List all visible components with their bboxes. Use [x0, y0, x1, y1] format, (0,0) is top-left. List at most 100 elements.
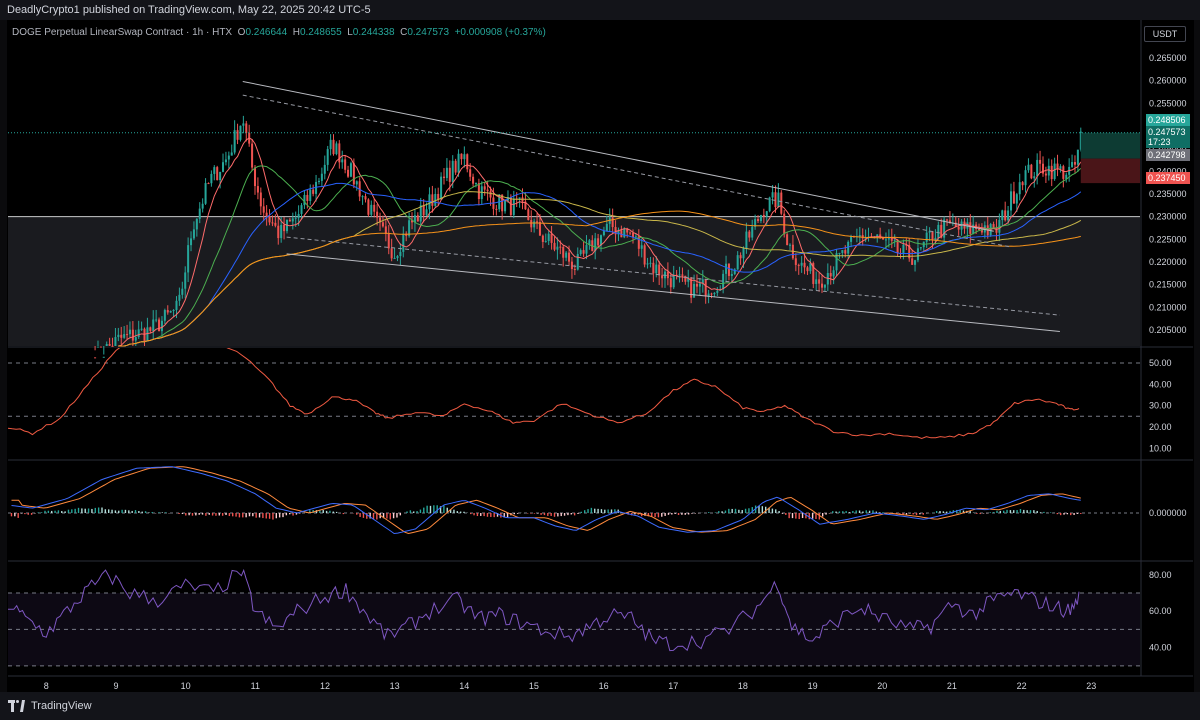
candle — [832, 270, 835, 277]
candle — [605, 223, 608, 232]
candle — [710, 293, 713, 295]
price-tag-upper: 0.248506 — [1146, 114, 1190, 126]
candle — [431, 194, 434, 206]
last-price: 0.247573 — [1148, 127, 1186, 137]
candle — [1079, 131, 1082, 150]
candle — [448, 167, 451, 182]
candle — [914, 260, 917, 265]
candle — [1012, 191, 1015, 204]
candle — [332, 139, 335, 155]
time-axis-tick: 9 — [113, 681, 118, 691]
candle — [835, 253, 838, 271]
candle — [879, 234, 882, 237]
candle — [326, 149, 329, 165]
candle — [655, 264, 658, 274]
candle — [434, 193, 437, 206]
candle — [762, 214, 765, 217]
candle — [916, 248, 919, 261]
wedge-lower-trendline — [286, 253, 1060, 332]
candle — [902, 244, 905, 254]
publish-bar: DeadlyCrypto1 published on TradingView.c… — [0, 0, 1200, 20]
time-axis-tick: 16 — [599, 681, 609, 691]
currency-unit-button[interactable]: USDT — [1144, 26, 1186, 42]
candle — [155, 319, 158, 321]
macd-histogram-group — [10, 505, 1082, 520]
candle — [341, 159, 344, 163]
candle — [123, 334, 126, 338]
candle — [931, 231, 934, 241]
candle — [224, 159, 227, 163]
candle — [160, 320, 163, 332]
candle — [338, 143, 341, 163]
candle — [617, 230, 620, 235]
candle — [623, 228, 626, 238]
time-axis-tick: 8 — [44, 681, 49, 691]
candle — [905, 244, 908, 246]
candle — [524, 201, 527, 210]
candle — [268, 215, 271, 223]
adx-axis-tick: 30.00 — [1149, 401, 1172, 411]
candle — [463, 154, 466, 160]
candle — [725, 263, 728, 274]
candle — [745, 231, 748, 249]
close-key: C — [400, 27, 408, 38]
time-axis-tick: 13 — [390, 681, 400, 691]
candle — [556, 246, 559, 250]
candle — [908, 245, 911, 259]
candle — [451, 160, 454, 182]
candle — [283, 224, 286, 232]
candle — [547, 233, 550, 241]
candle — [288, 219, 291, 222]
candle — [887, 238, 890, 240]
candle — [1024, 170, 1027, 186]
candle — [175, 300, 178, 310]
candle — [454, 160, 457, 173]
candle — [829, 273, 832, 277]
rsi-axis-tick: 60.00 — [1149, 606, 1172, 616]
candle — [126, 334, 129, 336]
candle — [251, 143, 254, 168]
tradingview-logo-icon — [8, 700, 26, 712]
time-axis-tick: 14 — [459, 681, 469, 691]
candle — [678, 274, 681, 276]
candle — [1056, 163, 1059, 169]
candle — [178, 294, 181, 301]
candle — [582, 250, 585, 254]
candle — [227, 155, 230, 160]
candle — [1001, 210, 1004, 221]
candle — [1018, 182, 1021, 195]
price-axis-tick: 0.230000 — [1149, 212, 1187, 222]
candle — [666, 271, 669, 279]
candle — [411, 220, 414, 223]
candle — [306, 194, 309, 202]
candle — [230, 152, 233, 156]
candle — [533, 221, 536, 228]
candle — [771, 192, 774, 198]
candle — [980, 229, 983, 233]
candle — [96, 346, 99, 348]
candle — [716, 290, 719, 293]
candle — [794, 258, 797, 265]
candle — [800, 262, 803, 266]
candle — [786, 234, 789, 246]
candle — [501, 194, 504, 212]
candle — [797, 264, 800, 266]
candle — [643, 245, 646, 265]
candle — [884, 239, 887, 241]
candle — [658, 264, 661, 276]
candle — [789, 244, 792, 246]
close-value: 0.247573 — [407, 27, 450, 38]
candle — [358, 181, 361, 197]
candle — [890, 238, 893, 241]
candle — [477, 183, 480, 200]
candle — [1033, 176, 1036, 179]
candle — [695, 283, 698, 287]
candle — [640, 245, 643, 249]
candle — [137, 329, 140, 338]
logo-text: TradingView — [31, 700, 92, 712]
candle — [408, 220, 411, 236]
candle — [355, 181, 358, 185]
candle — [896, 239, 899, 253]
macd-axis-tick: 0.000000 — [1149, 508, 1187, 518]
